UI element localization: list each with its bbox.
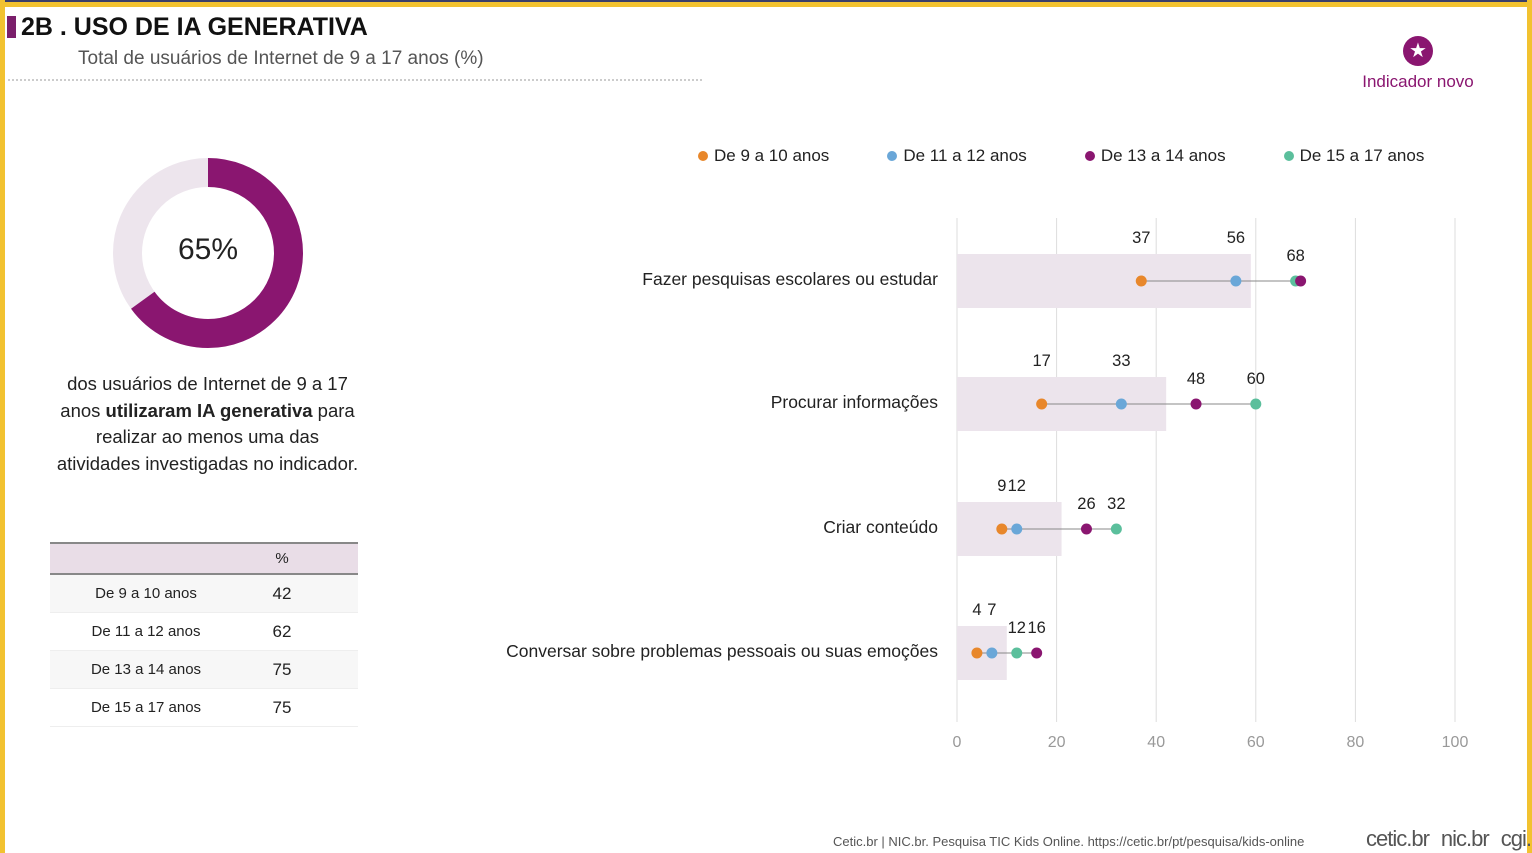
age-table: % De 9 a 10 anos 42 De 11 a 12 anos 62 De … <box>50 542 358 727</box>
data-label: 17 <box>1032 352 1050 370</box>
data-point <box>996 523 1008 535</box>
legend-item: De 15 a 17 anos <box>1283 146 1425 166</box>
data-point <box>1011 647 1023 659</box>
table-row: De 15 a 17 anos 75 <box>50 689 358 727</box>
category-label: Criar conteúdo <box>823 517 938 537</box>
legend-label: De 11 a 12 anos <box>903 146 1027 165</box>
data-label: 26 <box>1077 495 1095 513</box>
new-indicator-badge: ★ Indicador novo <box>1356 36 1480 92</box>
frame-left <box>0 0 5 853</box>
data-label: 32 <box>1107 495 1125 513</box>
logos: cetic.br nic.br cgi.br <box>1366 826 1532 852</box>
data-point <box>1115 398 1127 410</box>
data-label: 12 <box>1008 619 1026 637</box>
legend-label: De 9 a 10 anos <box>714 146 830 165</box>
data-label: 4 <box>972 601 981 619</box>
data-point <box>1036 398 1048 410</box>
table-header: % <box>50 542 358 575</box>
data-label: 7 <box>987 601 996 619</box>
table-row: De 9 a 10 anos 42 <box>50 575 358 613</box>
data-point <box>1190 398 1202 410</box>
donut-value-arc <box>113 158 303 348</box>
chart-legend: De 9 a 10 anos De 11 a 12 anos De 13 a 14 … <box>698 146 1482 166</box>
category-label: Procurar informações <box>770 392 938 412</box>
table-row: De 11 a 12 anos 62 <box>50 613 358 651</box>
data-label: 12 <box>1008 477 1026 495</box>
data-point <box>971 647 983 659</box>
row-value: 75 <box>272 659 292 679</box>
row-label: De 11 a 12 anos <box>91 623 201 640</box>
cgi-logo: cgi.br <box>1500 826 1532 851</box>
page-subtitle: Total de usuários de Internet de 9 a 17 … <box>78 48 484 69</box>
legend-label: De 15 a 17 anos <box>1299 146 1425 165</box>
data-point <box>1011 523 1023 535</box>
x-tick-label: 20 <box>1048 734 1066 751</box>
nic-logo: nic.br <box>1440 826 1490 851</box>
data-label: 60 <box>1247 370 1265 388</box>
title-marker <box>7 16 16 38</box>
legend-item: De 13 a 14 anos <box>1084 146 1226 166</box>
data-label: 9 <box>997 477 1006 495</box>
data-point <box>1135 275 1147 287</box>
summary-text: dos usuários de Internet de 9 a 17 anos … <box>55 371 360 477</box>
table-row: De 13 a 14 anos 75 <box>50 651 358 689</box>
x-tick-label: 100 <box>1442 734 1469 751</box>
summary-text-bold: utilizaram IA generativa <box>105 399 313 421</box>
row-value: 75 <box>272 697 292 717</box>
row-label: De 9 a 10 anos <box>95 585 197 602</box>
x-tick-label: 80 <box>1347 734 1365 751</box>
data-point <box>986 647 998 659</box>
category-label: Fazer pesquisas escolares ou estudar <box>642 269 938 289</box>
row-label: De 15 a 17 anos <box>90 699 202 716</box>
legend-dot-icon <box>1283 151 1294 161</box>
data-label: 37 <box>1132 229 1150 247</box>
star-icon: ★ <box>1403 36 1433 66</box>
data-point <box>1031 647 1043 659</box>
legend-item: De 11 a 12 anos <box>887 146 1027 166</box>
page-title: 2B . USO DE IA GENERATIVA <box>21 13 368 41</box>
row-value: 62 <box>272 621 292 641</box>
data-point <box>1295 275 1307 287</box>
legend-label: De 13 a 14 anos <box>1100 146 1226 165</box>
data-point <box>1110 523 1122 535</box>
data-label: 56 <box>1227 229 1245 247</box>
row-label: De 13 a 14 anos <box>90 661 202 678</box>
legend-dot-icon <box>887 151 898 161</box>
cetic-logo: cetic.br <box>1366 826 1430 851</box>
donut-chart <box>113 158 303 348</box>
summary-text-pre: dos usuários de Internet de 9 a 17 anos <box>60 373 348 421</box>
new-indicator-label: Indicador novo <box>1362 72 1474 91</box>
donut-value: 65% <box>177 233 239 266</box>
data-label: 48 <box>1187 370 1205 388</box>
data-label: 68 <box>1286 247 1304 265</box>
divider <box>8 79 702 81</box>
data-point <box>1230 275 1242 287</box>
x-tick-label: 40 <box>1147 734 1165 751</box>
row-value: 42 <box>272 583 292 603</box>
frame-top <box>0 0 1532 7</box>
summary-text-post: para realizar ao menos uma das atividade… <box>56 399 359 474</box>
source-note: Cetic.br | NIC.br. Pesquisa TIC Kids Onl… <box>833 834 1305 849</box>
x-tick-label: 0 <box>953 734 962 751</box>
frame-right <box>1527 0 1532 853</box>
data-label: 33 <box>1112 352 1130 370</box>
data-point <box>1080 523 1092 535</box>
x-tick-label: 60 <box>1247 734 1265 751</box>
legend-dot-icon <box>698 151 708 161</box>
header-cell: % <box>275 550 289 567</box>
category-label: Conversar sobre problemas pessoais ou su… <box>506 641 938 661</box>
legend-dot-icon <box>1084 151 1095 161</box>
data-label: 16 <box>1028 619 1046 637</box>
data-point <box>1250 398 1262 410</box>
legend-item: De 9 a 10 anos <box>698 146 829 166</box>
